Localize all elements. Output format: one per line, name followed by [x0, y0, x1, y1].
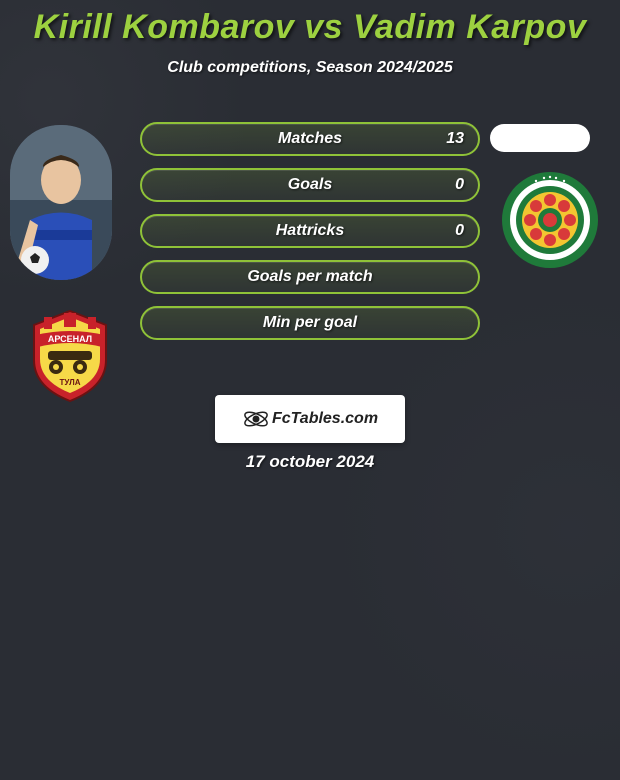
svg-text:ТУЛА: ТУЛА — [60, 378, 81, 387]
stat-label: Goals per match — [247, 268, 372, 286]
stat-row-goals-per-match: Goals per match — [140, 260, 480, 294]
svg-text:АРСЕНАЛ: АРСЕНАЛ — [48, 334, 92, 344]
stat-value-right: 0 — [455, 176, 464, 194]
team-logo-right — [500, 170, 600, 270]
subtitle: Club competitions, Season 2024/2025 — [0, 59, 620, 77]
club-crest-icon — [500, 170, 600, 270]
player-photo-left — [10, 125, 112, 280]
fctables-logo: FcTables.com — [242, 405, 378, 433]
stat-row-hattricks: Hattricks 0 — [140, 214, 480, 248]
brand-text: FcTables.com — [272, 410, 378, 428]
stat-value-right: 0 — [455, 222, 464, 240]
player-avatar-icon — [10, 125, 112, 280]
stat-value-right: 13 — [446, 130, 464, 148]
stat-row-matches: Matches 13 — [140, 122, 480, 156]
stat-row-min-per-goal: Min per goal — [140, 306, 480, 340]
stat-label: Hattricks — [276, 222, 344, 240]
infographic-content: Kirill Kombarov vs Vadim Karpov Club com… — [0, 0, 620, 580]
page-title: Kirill Kombarov vs Vadim Karpov — [0, 0, 620, 47]
stat-label: Matches — [278, 130, 342, 148]
stat-label: Goals — [288, 176, 332, 194]
brand-badge: FcTables.com — [215, 395, 405, 443]
stat-row-goals: Goals 0 — [140, 168, 480, 202]
player-badge-right — [490, 124, 590, 152]
stats-container: Matches 13 Goals 0 Hattricks 0 Goals per… — [140, 122, 480, 352]
date-label: 17 october 2024 — [246, 452, 375, 472]
stat-label: Min per goal — [263, 314, 357, 332]
shield-icon: АРСЕНАЛ ТУЛА — [20, 305, 120, 405]
team-logo-left: АРСЕНАЛ ТУЛА — [20, 305, 120, 405]
orbit-icon — [242, 405, 270, 433]
